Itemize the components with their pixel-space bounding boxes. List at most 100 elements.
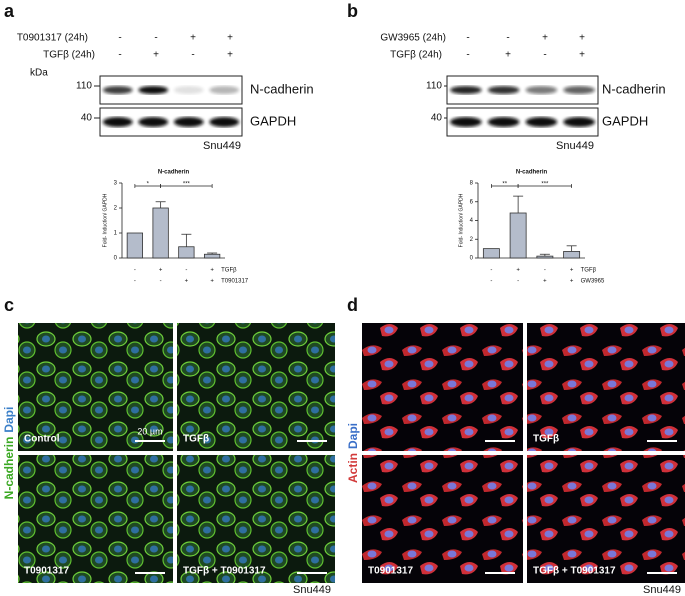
kda-value: 40: [431, 113, 443, 124]
bar: [482, 248, 500, 259]
condition-sign: -: [490, 268, 492, 274]
blot-band: [102, 117, 133, 127]
condition-label: TGFβ: [221, 268, 237, 274]
treatment-sign: +: [542, 33, 548, 44]
image-label: T0901317: [368, 566, 413, 577]
blot-band: [209, 86, 240, 94]
treatment-sign: -: [154, 33, 157, 44]
blot-band: [487, 117, 520, 127]
condition-label: GW3965: [581, 279, 605, 285]
treatment-sign: -: [466, 33, 469, 44]
y-tick-label: 4: [470, 218, 474, 224]
image-label: Control: [24, 434, 60, 445]
image-label: TGFβ: [533, 434, 559, 445]
error-bar: [539, 253, 550, 257]
error-bar: [181, 233, 192, 247]
treatment-sign: +: [579, 33, 585, 44]
blot-band: [487, 86, 520, 94]
blot-band: [525, 117, 558, 127]
cell-line: Snu449: [203, 140, 241, 152]
image-label: T0901317: [24, 566, 69, 577]
condition-sign: -: [134, 268, 136, 274]
protein-label: N-cadherin: [250, 81, 314, 96]
cell-line: Snu449: [556, 140, 594, 152]
micrograph: [18, 323, 173, 451]
stain-label: Actin Dapi: [346, 423, 360, 483]
y-axis-label: Fold- Induction/ GAPDH: [102, 193, 108, 247]
panel-letter: a: [4, 1, 15, 21]
y-tick-label: 3: [114, 181, 118, 187]
error-bar: [566, 245, 577, 252]
condition-sign: +: [159, 268, 163, 274]
stain-name: N-cadherin: [2, 437, 16, 500]
image-label: TGFβ: [183, 434, 209, 445]
micrograph: [177, 323, 335, 451]
bar: [203, 253, 221, 259]
significance-label: ***: [541, 182, 549, 188]
scale-bar-label: 20 µm: [137, 426, 162, 436]
kda-value: 40: [81, 113, 93, 124]
bar: [152, 207, 169, 259]
condition-sign: +: [570, 279, 574, 285]
treatment-sign: -: [466, 50, 469, 61]
condition-label: TGFβ: [581, 268, 597, 274]
significance-label: ***: [183, 182, 191, 188]
protein-label: GAPDH: [602, 113, 648, 128]
condition-sign: +: [185, 279, 189, 285]
treatment-sign: +: [505, 50, 511, 61]
kda-value: 110: [76, 81, 92, 92]
image-label: TGFβ + T0901317: [533, 566, 616, 577]
stain-label: N-cadherin Dapi: [2, 407, 16, 500]
treatment-label: TGFβ (24h): [390, 50, 442, 61]
micrograph: [177, 455, 335, 583]
significance-label: **: [502, 182, 507, 188]
treatment-sign: -: [543, 50, 546, 61]
treatment-label: TGFβ (24h): [43, 50, 95, 61]
blot-band: [450, 86, 482, 94]
significance-label: *: [147, 182, 150, 188]
y-tick-label: 2: [470, 237, 474, 243]
condition-sign: -: [544, 268, 546, 274]
bar: [126, 232, 144, 259]
chart-title: N-cadherin: [516, 170, 548, 176]
kda-label: kDa: [30, 68, 48, 79]
chart-title: N-cadherin: [158, 170, 190, 176]
micrograph: [362, 323, 523, 451]
error-bar: [513, 195, 524, 213]
treatment-sign: +: [227, 33, 233, 44]
cell-line: Snu449: [293, 584, 331, 596]
blot-band: [173, 86, 204, 94]
treatment-label: T0901317 (24h): [17, 33, 88, 44]
bar: [509, 212, 527, 259]
micrograph: [527, 323, 685, 451]
micrograph: [362, 455, 523, 583]
stain-name: Actin: [346, 453, 360, 483]
blot-band: [563, 117, 595, 127]
condition-sign: -: [160, 279, 162, 285]
stain-name: Dapi: [2, 407, 16, 433]
bar: [536, 255, 554, 259]
error-bar: [207, 252, 218, 255]
image-label: TGFβ + T0901317: [183, 566, 266, 577]
blot-band: [138, 86, 169, 94]
blot-band: [209, 117, 240, 127]
treatment-sign: +: [227, 50, 233, 61]
stain-name: Dapi: [346, 423, 360, 449]
condition-sign: -: [517, 279, 519, 285]
micrograph: [18, 455, 173, 583]
condition-sign: +: [543, 279, 547, 285]
condition-label: T0901317: [221, 279, 249, 285]
cell-line: Snu449: [643, 584, 681, 596]
y-tick-label: 1: [114, 231, 118, 237]
y-tick-label: 0: [114, 256, 118, 262]
treatment-label: GW3965 (24h): [380, 33, 446, 44]
kda-value: 110: [426, 81, 442, 92]
y-tick-label: 2: [114, 206, 118, 212]
treatment-sign: +: [153, 50, 159, 61]
treatment-sign: +: [579, 50, 585, 61]
treatment-sign: -: [506, 33, 509, 44]
blot-band: [525, 86, 558, 94]
condition-sign: +: [570, 268, 574, 274]
panel-letter: c: [4, 295, 14, 315]
